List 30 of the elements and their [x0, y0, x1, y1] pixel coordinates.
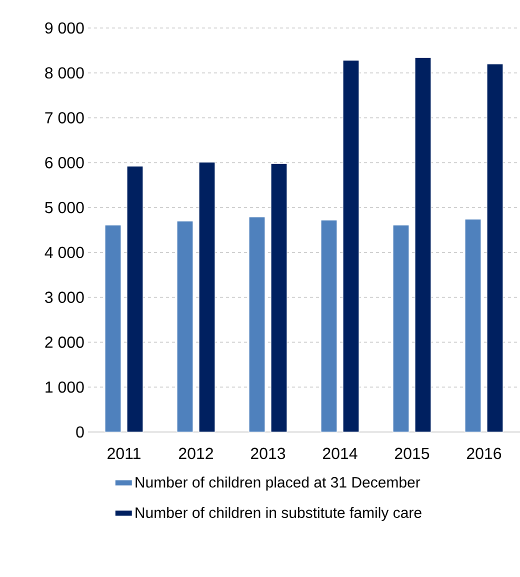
bar — [486, 64, 504, 432]
y-tick-label: 9 000 — [45, 22, 84, 34]
bar — [464, 218, 482, 432]
bar — [176, 220, 194, 432]
y-tick-label: 0 — [76, 426, 84, 438]
y-tick-label: 4 000 — [44, 246, 84, 258]
x-tick-label: 2011 — [108, 448, 140, 460]
bar — [104, 224, 122, 432]
legend-label: Number of children placed at 31 December — [136, 476, 420, 491]
bar — [342, 60, 360, 432]
y-tick-label: 1 000 — [46, 381, 84, 393]
y-tick-label: 3 000 — [45, 292, 84, 303]
y-tick-label: 6 000 — [45, 157, 84, 168]
legend-label: Number of children in substitute family care — [136, 506, 422, 521]
bar — [270, 163, 288, 432]
bar — [392, 224, 410, 432]
x-tick-label: 2015 — [395, 448, 430, 460]
x-tick-label: 2016 — [467, 448, 502, 460]
x-tick-label: 2014 — [323, 448, 358, 460]
x-tick-label: 2013 — [251, 448, 286, 460]
x-tick-label: 2012 — [179, 448, 213, 460]
bar — [248, 216, 266, 432]
y-tick-label: 5 000 — [45, 202, 84, 214]
bar — [414, 57, 432, 432]
bar — [126, 166, 144, 432]
y-tick-label: 2 000 — [45, 336, 84, 348]
bar — [198, 162, 216, 432]
bar — [320, 220, 338, 432]
y-tick-label: 7 000 — [45, 112, 84, 124]
y-tick-label: 8 000 — [45, 67, 84, 79]
